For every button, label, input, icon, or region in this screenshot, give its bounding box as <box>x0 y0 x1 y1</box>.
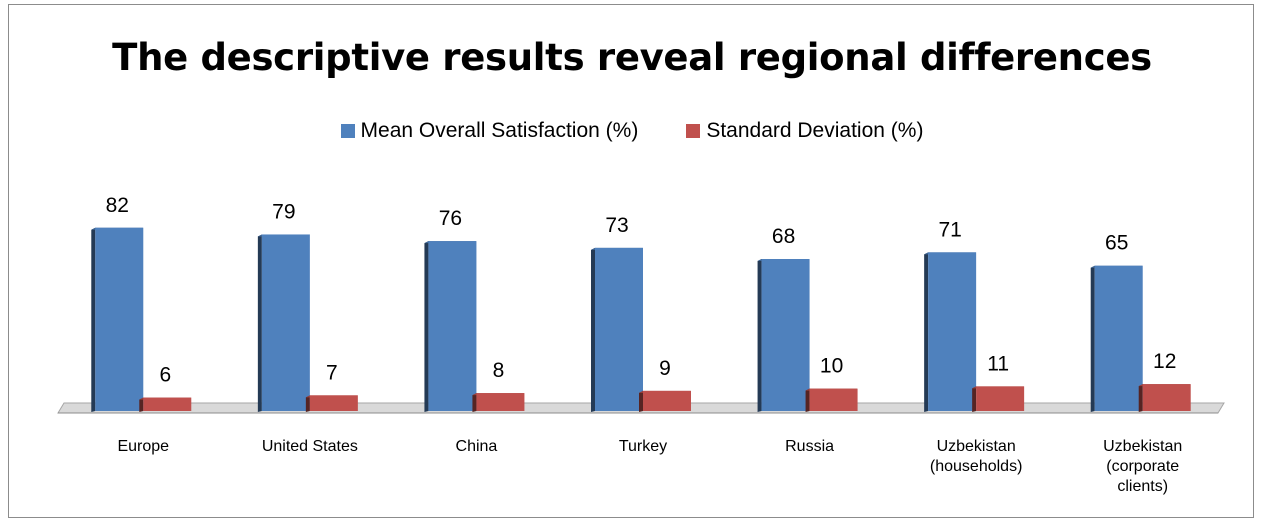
bar-sd-3 <box>643 390 691 411</box>
bar-side-1-3 <box>639 390 643 412</box>
legend-item-mean: Mean Overall Satisfaction (%) <box>340 119 639 143</box>
bar-mean-2 <box>428 241 477 411</box>
value-label-sd-3: 9 <box>659 357 671 380</box>
bar-sd-2 <box>476 393 525 411</box>
value-label-mean-2: 76 <box>439 207 462 230</box>
legend-swatch-sd <box>686 124 701 138</box>
bar-side-1-6 <box>1138 384 1143 412</box>
legend-item-sd: Standard Deviation (%) <box>686 119 923 143</box>
bar-side-0-4 <box>757 259 762 412</box>
bar-mean-0 <box>95 227 144 411</box>
legend-label-sd: Standard Deviation (%) <box>706 119 924 142</box>
category-label-6-0: Uzbekistan <box>1103 438 1182 455</box>
legend-label-mean: Mean Overall Satisfaction (%) <box>360 119 639 142</box>
category-label-1-0: United States <box>262 438 358 455</box>
category-label-5-1: (households) <box>930 458 1023 475</box>
value-label-mean-5: 71 <box>938 218 961 241</box>
bar-sd-0 <box>143 397 192 411</box>
value-label-sd-5: 11 <box>987 352 1009 375</box>
legend-swatch-mean <box>340 124 355 138</box>
value-label-sd-1: 7 <box>326 361 338 384</box>
value-label-sd-6: 12 <box>1153 350 1176 373</box>
bar-mean-5 <box>928 252 977 411</box>
value-label-mean-6: 65 <box>1105 232 1128 255</box>
value-label-sd-2: 8 <box>493 359 505 382</box>
bar-sd-4 <box>809 388 858 411</box>
value-label-mean-1: 79 <box>272 200 295 223</box>
bar-side-1-4 <box>805 388 810 412</box>
value-label-sd-0: 6 <box>159 364 171 387</box>
bar-sd-5 <box>976 386 1025 411</box>
value-label-mean-0: 82 <box>106 194 129 217</box>
bar-side-0-2 <box>424 241 429 412</box>
value-label-mean-4: 68 <box>772 225 795 248</box>
chart-title: The descriptive results reveal regional … <box>112 36 1152 79</box>
bar-mean-1 <box>261 234 310 411</box>
category-label-3-0: Turkey <box>619 438 667 455</box>
category-label-6-1: (corporate <box>1106 458 1179 475</box>
bar-mean-4 <box>761 259 810 411</box>
category-label-4-0: Russia <box>785 438 834 455</box>
bar-side-0-3 <box>591 247 595 412</box>
value-label-sd-4: 10 <box>820 355 843 378</box>
bar-mean-6 <box>1094 265 1143 411</box>
bar-side-0-5 <box>924 252 929 412</box>
bar-side-0-6 <box>1090 265 1095 412</box>
bar-side-0-0 <box>91 227 96 412</box>
category-label-2-0: China <box>456 438 498 455</box>
category-label-6-2: clients) <box>1117 478 1168 495</box>
bar-side-1-2 <box>472 393 477 412</box>
bar-side-0-1 <box>257 234 262 412</box>
bar-side-1-1 <box>305 395 310 412</box>
category-label-5-0: Uzbekistan <box>937 438 1016 455</box>
bar-sd-6 <box>1142 384 1191 411</box>
legend: Mean Overall Satisfaction (%) Standard D… <box>0 119 1264 143</box>
bar-side-1-5 <box>972 386 977 412</box>
category-label-0-0: Europe <box>117 438 169 455</box>
bar-side-1-0 <box>139 397 144 412</box>
bar-mean-3 <box>595 247 643 411</box>
value-label-mean-3: 73 <box>605 214 628 237</box>
bar-sd-1 <box>309 395 358 411</box>
